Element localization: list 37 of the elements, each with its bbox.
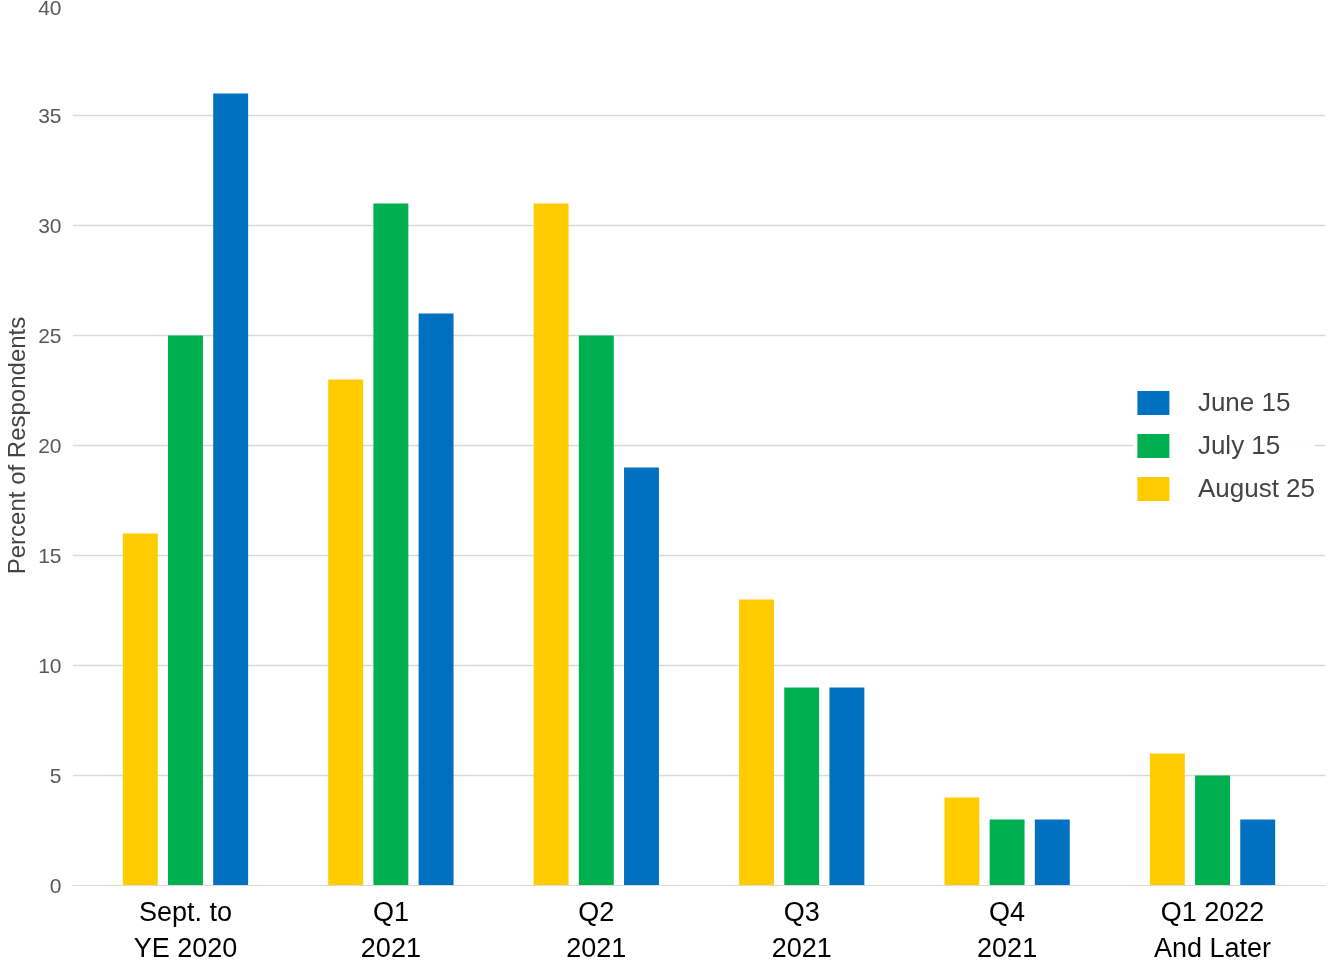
x-tick-label: Q2 2021 xyxy=(566,896,627,963)
x-tick-label: Q4 2021 xyxy=(977,896,1038,963)
x-tick-label: Q1 2021 xyxy=(360,896,421,963)
bar xyxy=(213,93,249,886)
y-tick-label: 25 xyxy=(38,323,62,347)
bar xyxy=(989,819,1025,886)
x-tick-label: Q3 2021 xyxy=(771,896,832,963)
bar xyxy=(122,533,158,886)
bar xyxy=(829,687,865,886)
y-axis-title: Percent of Respondents xyxy=(3,316,31,575)
bar xyxy=(328,379,364,886)
y-tick-label: 20 xyxy=(38,433,62,457)
bar xyxy=(373,203,409,886)
bar xyxy=(1240,819,1276,886)
legend-label: August 25 xyxy=(1197,472,1315,504)
bar xyxy=(1195,775,1230,886)
bar xyxy=(1034,819,1070,886)
bar xyxy=(418,313,454,886)
bar xyxy=(1149,753,1185,886)
bar xyxy=(533,203,569,886)
y-tick-label: 0 xyxy=(49,873,62,897)
y-tick-label: 15 xyxy=(38,543,62,567)
x-tick-label: Q1 2022 And Later xyxy=(1153,896,1272,963)
x-tick-label: Sept. to YE 2020 xyxy=(133,896,238,963)
bar xyxy=(624,467,659,886)
legend-label: July 15 xyxy=(1197,429,1281,461)
bar xyxy=(784,687,820,886)
y-tick-label: 40 xyxy=(38,0,62,19)
y-tick-label: 30 xyxy=(38,213,62,237)
bar xyxy=(944,797,980,886)
y-tick-label: 5 xyxy=(49,763,62,787)
y-tick-label: 35 xyxy=(38,103,62,127)
bar xyxy=(739,599,774,886)
bar xyxy=(168,335,203,886)
legend-label: June 15 xyxy=(1197,386,1291,418)
bar xyxy=(578,335,614,886)
y-tick-label: 10 xyxy=(38,653,62,677)
